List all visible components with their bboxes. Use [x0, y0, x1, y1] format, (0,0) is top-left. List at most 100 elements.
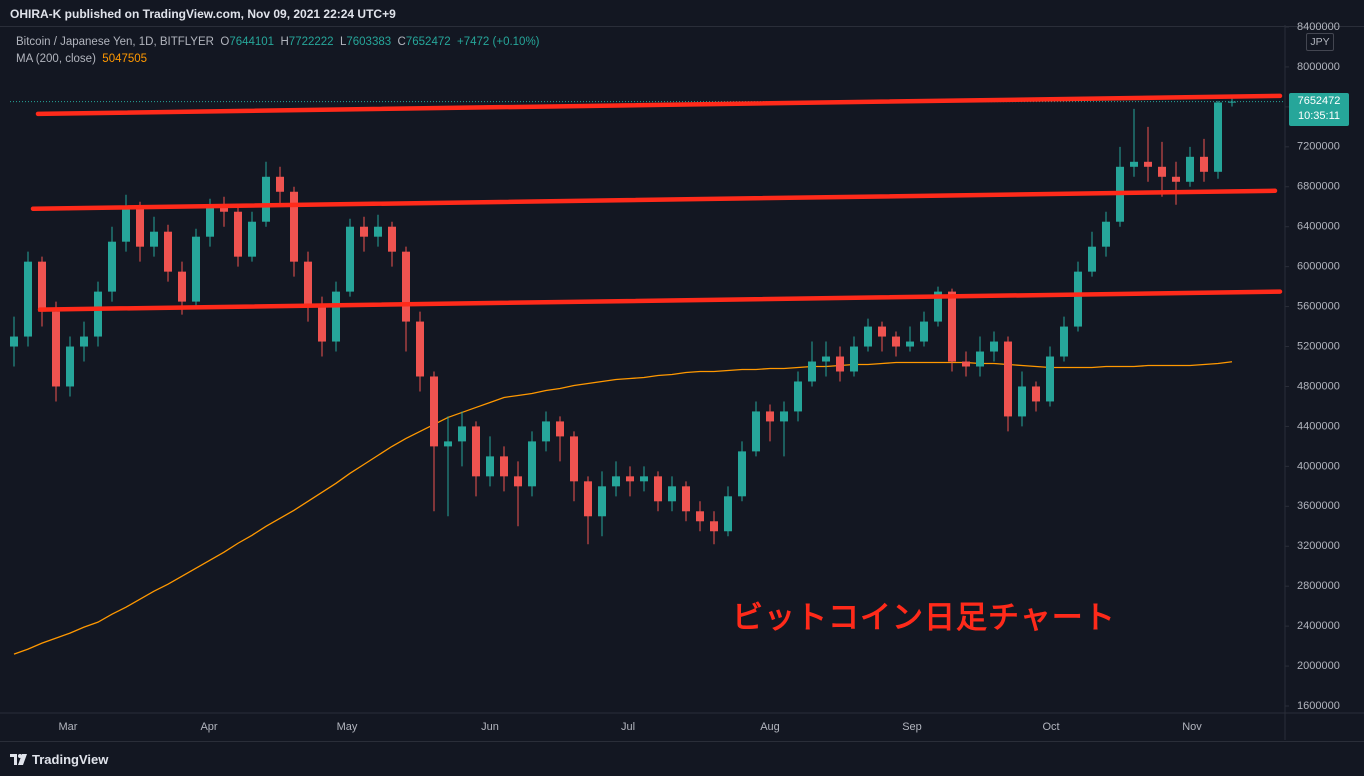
candle-body [1074, 271, 1082, 327]
candle-body [794, 381, 802, 412]
candle-body [598, 486, 606, 517]
candle-body [934, 291, 942, 322]
candle-body [52, 311, 60, 387]
candle-body [668, 486, 676, 502]
candle-body [122, 206, 130, 242]
candle-body [1046, 356, 1054, 402]
candle-body [682, 486, 690, 512]
candle-body [1186, 156, 1194, 182]
candle-body [38, 261, 46, 312]
y-tick-label: 6800000 [1297, 181, 1340, 193]
candle-body [1102, 221, 1110, 247]
candle-body [136, 206, 144, 247]
candle-body [1200, 156, 1208, 172]
y-tick-label: 1600000 [1297, 700, 1340, 712]
candle-body [430, 376, 438, 447]
y-tick-label: 7200000 [1297, 141, 1340, 153]
candle-body [108, 241, 116, 292]
last-price: 7652472 [1297, 95, 1341, 107]
candle-body [206, 206, 214, 237]
candle-body [962, 361, 970, 367]
candle-body [304, 261, 312, 307]
candle-body [640, 476, 648, 482]
last-price-label: 7652472 10:35:11 [1289, 93, 1349, 126]
candle-body [192, 236, 200, 302]
candle-body [290, 191, 298, 262]
y-tick-label: 4800000 [1297, 380, 1340, 392]
candle-body [220, 206, 228, 212]
countdown: 10:35:11 [1297, 110, 1340, 122]
candle-body [990, 341, 998, 352]
y-tick-label: 8400000 [1297, 21, 1340, 33]
candle-body [458, 426, 466, 442]
x-tick-label: Oct [1042, 721, 1059, 733]
ma-value: 5047505 [102, 53, 148, 65]
candle-body [976, 351, 984, 367]
candle-body [262, 176, 270, 222]
candle-body [752, 411, 760, 452]
candle-body [10, 336, 18, 347]
candle-body [234, 211, 242, 257]
y-tick-label: 5200000 [1297, 340, 1340, 352]
change: +7472 (+0.10%) [457, 36, 540, 48]
y-tick-label: 2400000 [1297, 620, 1340, 632]
candle-body [1004, 341, 1012, 417]
high-value: 7722222 [288, 36, 334, 48]
x-tick-label: Mar [59, 721, 78, 733]
x-tick-label: Aug [760, 721, 780, 733]
candle-body [850, 346, 858, 372]
candle-body [178, 271, 186, 302]
brand[interactable]: TradingView [32, 752, 109, 767]
y-tick-label: 6400000 [1297, 221, 1340, 233]
candle-body [766, 411, 774, 422]
candle-body [24, 261, 32, 337]
x-tick-label: Jul [621, 721, 635, 733]
candle-body [542, 421, 550, 442]
open-value: 7644101 [229, 36, 275, 48]
candle-body [584, 481, 592, 517]
y-tick-label: 5600000 [1297, 300, 1340, 312]
candle-body [612, 476, 620, 487]
y-tick-label: 4000000 [1297, 460, 1340, 472]
ma-line [13, 361, 1233, 655]
x-tick-label: Nov [1182, 721, 1202, 733]
y-tick-label: 4400000 [1297, 420, 1340, 432]
x-tick-label: May [337, 721, 358, 733]
ohlc-key: H [280, 36, 289, 48]
candle-body [514, 476, 522, 487]
candle-body [374, 226, 382, 237]
candle-body [1018, 386, 1026, 417]
candle-body [878, 326, 886, 337]
candle-body [150, 231, 158, 247]
ohlc-key: O [220, 36, 230, 48]
candle-body [388, 226, 396, 252]
ma-name: MA (200, close) [16, 53, 96, 65]
candle-body [66, 346, 74, 387]
candle-body [1172, 176, 1180, 182]
y-tick-label: 2800000 [1297, 580, 1340, 592]
candle-body [528, 441, 536, 487]
candle-body [402, 251, 410, 322]
symbol: Bitcoin / Japanese Yen, 1D, BITFLYER [16, 36, 214, 48]
symbol-legend: Bitcoin / Japanese Yen, 1D, BITFLYER O76… [16, 36, 540, 48]
candle-body [948, 291, 956, 362]
y-tick-label: 8000000 [1297, 61, 1340, 73]
x-tick-label: Sep [902, 721, 922, 733]
close-value: 7652472 [405, 36, 451, 48]
candle-body [864, 326, 872, 347]
candle-body [276, 176, 284, 192]
top-bar: OHIRA-K published on TradingView.com, No… [0, 0, 1364, 27]
candle-body [570, 436, 578, 482]
candle-body [416, 321, 424, 377]
candle-body [94, 291, 102, 337]
candle-body [444, 441, 452, 447]
currency-badge[interactable]: JPY [1306, 33, 1334, 51]
candle-body [920, 321, 928, 342]
candle-body [486, 456, 494, 477]
candle-body [332, 291, 340, 342]
candle-body [360, 226, 368, 237]
trend-line [30, 188, 1278, 211]
candle-body [556, 421, 564, 437]
candle-body [318, 306, 326, 342]
